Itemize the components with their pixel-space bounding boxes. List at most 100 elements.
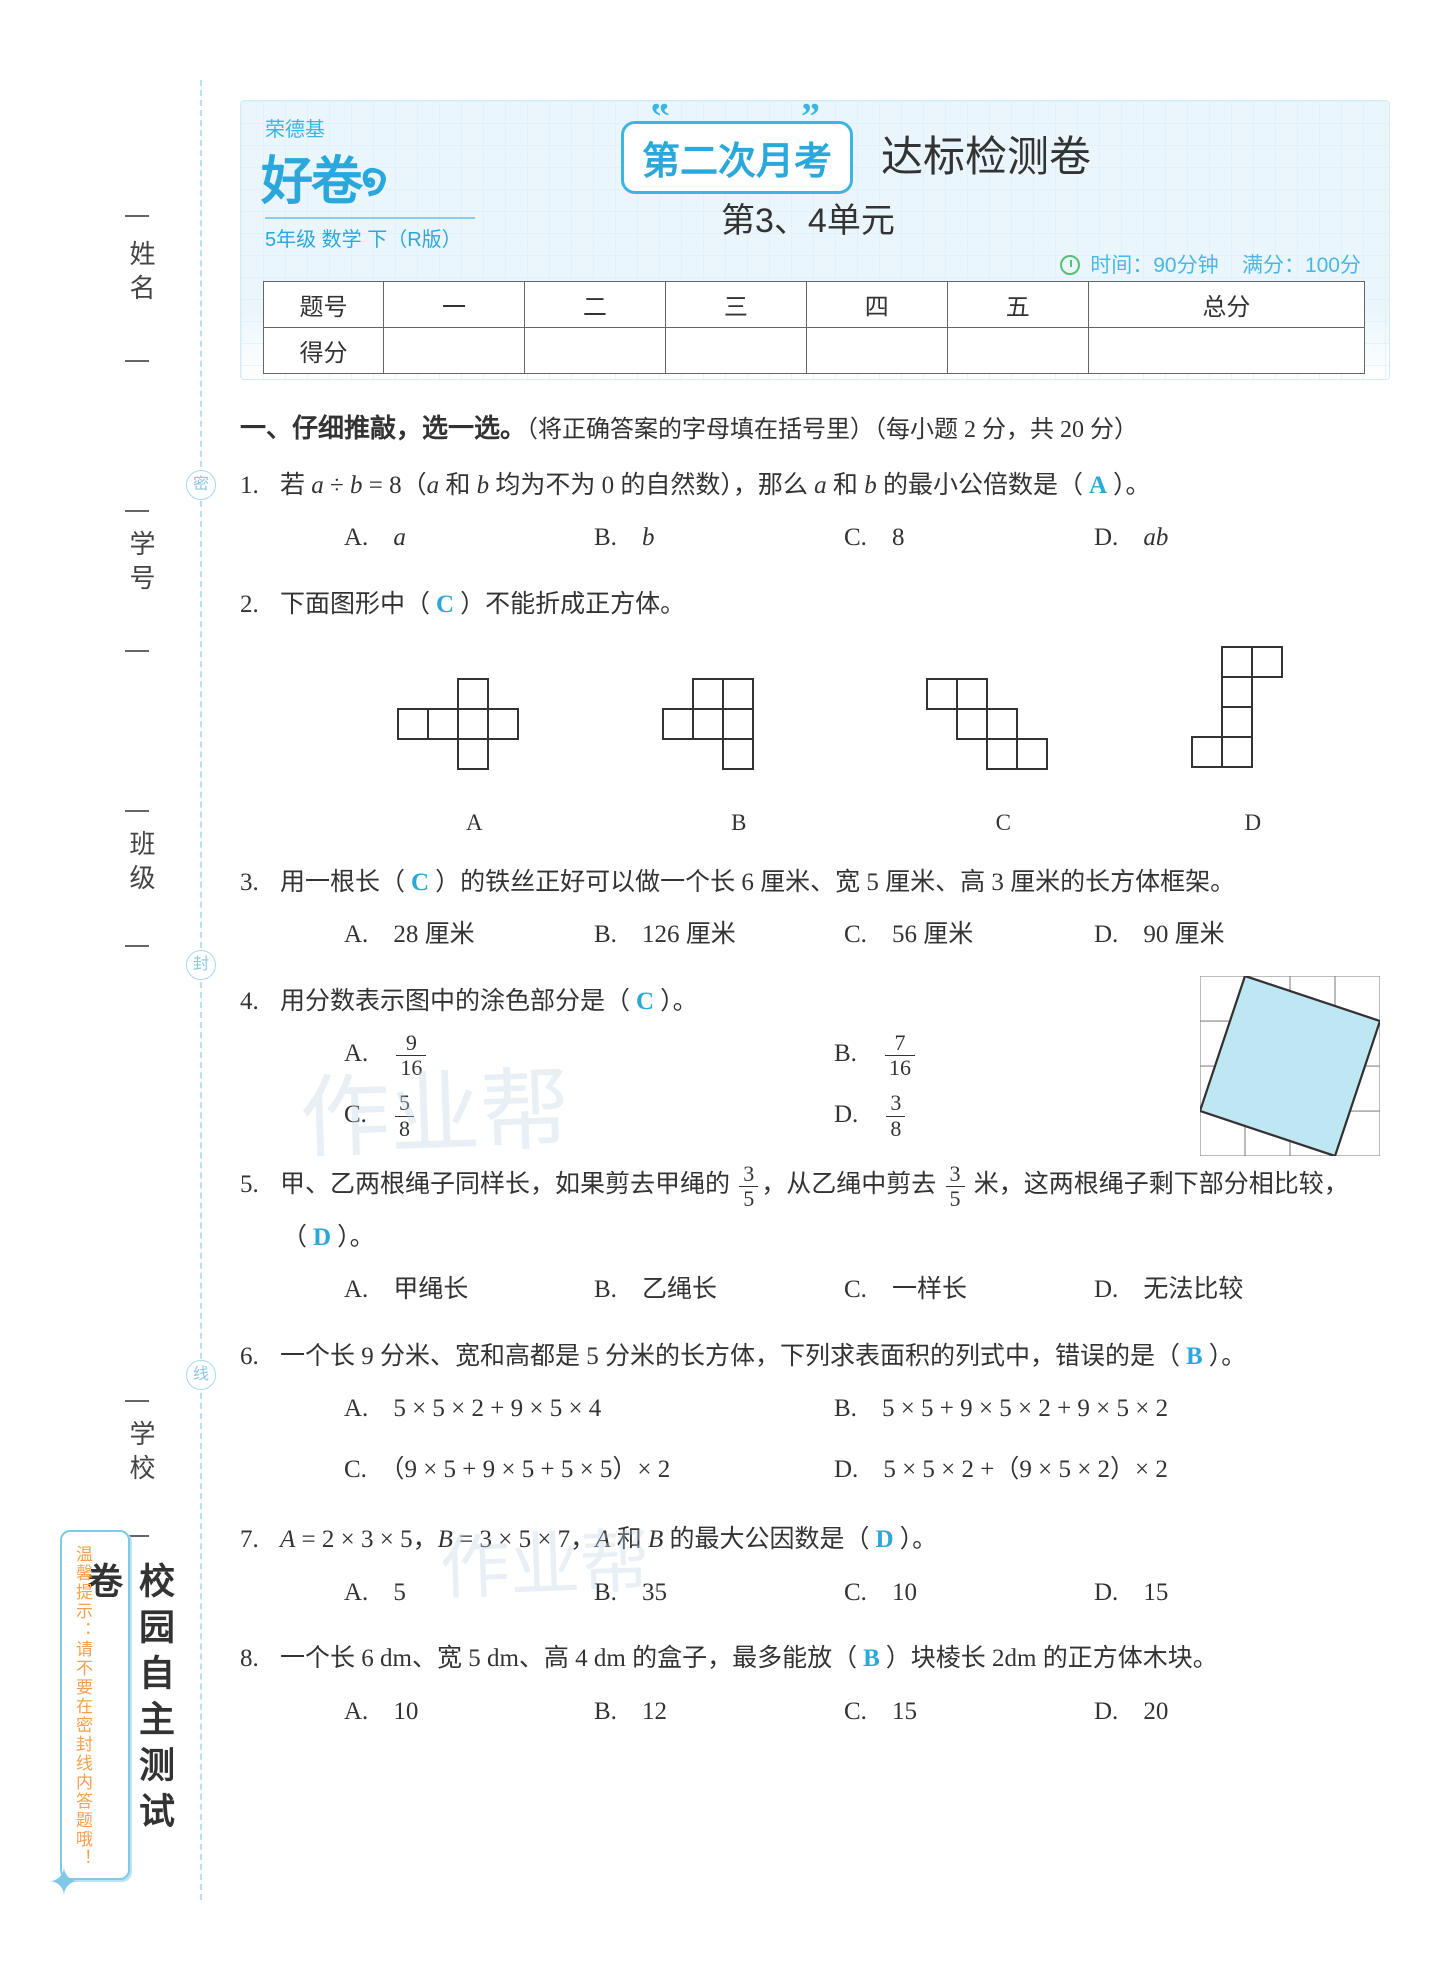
opt-a: A. 10 bbox=[344, 1686, 594, 1739]
question-3: 3.用一根长（C）的铁丝正好可以做一个长 6 厘米、宽 5 厘米、高 3 厘米的… bbox=[282, 857, 1390, 966]
opt-d: D. 90 厘米 bbox=[1094, 909, 1344, 962]
full-value: 100分 bbox=[1305, 254, 1361, 277]
answer: D bbox=[307, 1224, 337, 1251]
opt-b: B. 716 bbox=[834, 1028, 1094, 1081]
time-value: 90分钟 bbox=[1153, 254, 1218, 277]
opt-a: A. a bbox=[344, 512, 594, 565]
cube-net-diagrams: A B C D bbox=[342, 643, 1370, 847]
opt-c: C. 58 bbox=[344, 1089, 834, 1142]
margin-rule bbox=[125, 1400, 149, 1402]
opt-c: C. 一样长 bbox=[844, 1264, 1094, 1317]
net-label: A bbox=[394, 799, 554, 847]
net-d: D bbox=[1188, 643, 1318, 847]
margin-rule bbox=[125, 360, 149, 362]
opt-d: D. 无法比较 bbox=[1094, 1264, 1344, 1317]
th: 题号 bbox=[264, 282, 384, 328]
score-cell[interactable] bbox=[384, 328, 525, 374]
section-1-title: 一、仔细推敲，选一选。（将正确答案的字母填在括号里）（每小题 2 分，共 20 … bbox=[240, 404, 1390, 454]
answer: D bbox=[870, 1526, 900, 1553]
score-cell[interactable] bbox=[806, 328, 947, 374]
q-num: 2. bbox=[240, 579, 280, 632]
opt-a: A. 28 厘米 bbox=[344, 909, 594, 962]
answer: C bbox=[405, 869, 435, 896]
opt-c: C. 8 bbox=[844, 512, 1094, 565]
side-banner-sub: 温馨提示：请不要在密封线内答题哦！ bbox=[70, 1545, 95, 1868]
score-cell[interactable] bbox=[665, 328, 806, 374]
net-c: C bbox=[923, 675, 1083, 847]
full-label: 满分： bbox=[1242, 254, 1305, 277]
row-label: 得分 bbox=[264, 328, 384, 374]
margin-rule bbox=[125, 945, 149, 947]
table-row: 得分 bbox=[264, 328, 1365, 374]
seal-xian: 线 bbox=[186, 1360, 216, 1390]
margin-rule bbox=[125, 650, 149, 652]
answer: B bbox=[857, 1645, 886, 1672]
th: 二 bbox=[524, 282, 665, 328]
q-num: 3. bbox=[240, 857, 280, 910]
answer: B bbox=[1180, 1343, 1209, 1370]
opt-b: B. 35 bbox=[594, 1567, 844, 1620]
th: 总分 bbox=[1088, 282, 1364, 328]
question-8: 8.一个长 6 dm、宽 5 dm、高 4 dm 的盒子，最多能放（B）块棱长 … bbox=[282, 1633, 1390, 1742]
score-cell[interactable] bbox=[524, 328, 665, 374]
question-7: 7.A = 2 × 3 × 5，B = 3 × 5 × 7，A 和 B 的最大公… bbox=[282, 1514, 1390, 1623]
score-cell[interactable] bbox=[1088, 328, 1364, 374]
section-1-note: （将正确答案的字母填在括号里）（每小题 2 分，共 20 分） bbox=[526, 417, 1138, 443]
brand-small: 荣德基 bbox=[265, 113, 325, 142]
opt-b: B. b bbox=[594, 512, 844, 565]
net-a: A bbox=[394, 675, 554, 847]
question-6: 6.一个长 9 分米、宽和高都是 5 分米的长方体，下列求表面积的列式中，错误的… bbox=[282, 1331, 1390, 1505]
brand-logo: 好卷໑ bbox=[261, 139, 386, 214]
margin-rule bbox=[125, 510, 149, 512]
opt-c: C. 10 bbox=[844, 1567, 1094, 1620]
question-5: 5.甲、乙两根绳子同样长，如果剪去甲绳的 35，从乙绳中剪去 35 米，这两根绳… bbox=[282, 1159, 1390, 1321]
question-1: 1.若 a ÷ b = 8（a 和 b 均为不为 0 的自然数），那么 a 和 … bbox=[282, 460, 1390, 569]
question-2: 2.下面图形中（C）不能折成正方体。 A B C D bbox=[282, 579, 1390, 847]
answer: A bbox=[1083, 472, 1113, 499]
exam-badge: 第二次月考 bbox=[621, 121, 853, 194]
q-num: 6. bbox=[240, 1331, 280, 1384]
fold-dashed-line bbox=[200, 80, 202, 1900]
subtitle: 第3、4单元 bbox=[721, 193, 895, 242]
answer: C bbox=[430, 591, 460, 618]
q-num: 7. bbox=[240, 1514, 280, 1567]
score-cell[interactable] bbox=[947, 328, 1088, 374]
opt-b: B. 5 × 5 + 9 × 5 × 2 + 9 × 5 × 2 bbox=[834, 1383, 1324, 1436]
opt-d: D. 5 × 5 × 2 +（9 × 5 × 2）× 2 bbox=[834, 1444, 1324, 1497]
opt-d: D. 38 bbox=[834, 1089, 1094, 1142]
options: A. 28 厘米 B. 126 厘米 C. 56 厘米 D. 90 厘米 bbox=[344, 909, 1390, 966]
main-title: 达标检测卷 bbox=[881, 123, 1091, 184]
q4-figure bbox=[1200, 976, 1380, 1156]
q-num: 1. bbox=[240, 460, 280, 513]
net-b: B bbox=[659, 675, 819, 847]
score-table: 题号 一 二 三 四 五 总分 得分 bbox=[263, 281, 1365, 374]
opt-a: A. 甲绳长 bbox=[344, 1264, 594, 1317]
opt-b: B. 126 厘米 bbox=[594, 909, 844, 962]
margin-label-school: 学校 bbox=[122, 1420, 159, 1488]
opt-b: B. 乙绳长 bbox=[594, 1264, 844, 1317]
opt-a: A. 5 × 5 × 2 + 9 × 5 × 4 bbox=[344, 1383, 834, 1436]
time-score-line: 时间：90分钟 满分：100分 bbox=[1060, 249, 1361, 279]
options: A. 甲绳长 B. 乙绳长 C. 一样长 D. 无法比较 bbox=[344, 1264, 1390, 1321]
opt-d: D. ab bbox=[1094, 512, 1344, 565]
question-4: 4.用分数表示图中的涂色部分是（C）。 A. 916 B. 716 C. 58 … bbox=[282, 976, 1390, 1150]
margin-rule bbox=[125, 215, 149, 217]
margin-label-class: 班级 bbox=[122, 830, 159, 898]
margin-label-name: 姓名 bbox=[122, 240, 159, 308]
star-icon: ✦ bbox=[48, 1860, 80, 1905]
net-label: B bbox=[659, 799, 819, 847]
opt-c: C. 56 厘米 bbox=[844, 909, 1094, 962]
opt-d: D. 15 bbox=[1094, 1567, 1344, 1620]
answer: C bbox=[630, 988, 660, 1015]
opt-c: C. 15 bbox=[844, 1686, 1094, 1739]
opt-c: C. （9 × 5 + 9 × 5 + 5 × 5）× 2 bbox=[344, 1444, 834, 1497]
net-label: D bbox=[1188, 799, 1318, 847]
q-num: 8. bbox=[240, 1633, 280, 1686]
q-num: 4. bbox=[240, 976, 280, 1029]
margin-rule bbox=[125, 810, 149, 812]
content-area: 一、仔细推敲，选一选。（将正确答案的字母填在括号里）（每小题 2 分，共 20 … bbox=[240, 404, 1390, 1742]
q-num: 5. bbox=[240, 1159, 280, 1212]
margin-label-id: 学号 bbox=[122, 530, 159, 598]
grade-line: 5年级 数学 下（R版） bbox=[265, 217, 475, 252]
th: 四 bbox=[806, 282, 947, 328]
